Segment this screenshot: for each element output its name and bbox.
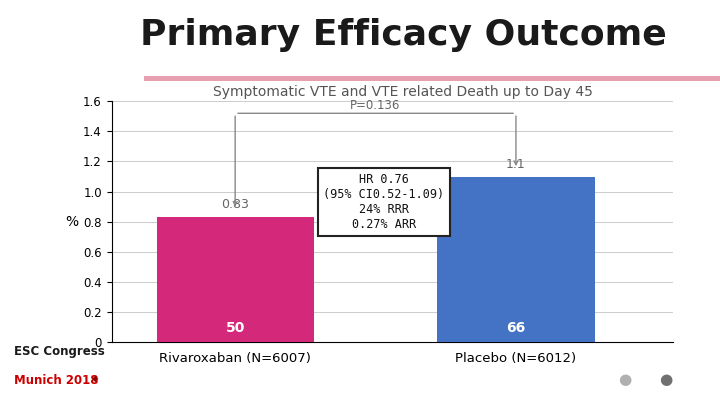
Text: ESC Congress: ESC Congress xyxy=(14,345,105,358)
Text: Primary Efficacy Outcome: Primary Efficacy Outcome xyxy=(140,18,667,52)
Text: ●: ● xyxy=(618,372,631,387)
Text: Munich 2018: Munich 2018 xyxy=(14,374,99,387)
Text: ●: ● xyxy=(660,372,672,387)
Text: 66: 66 xyxy=(506,321,526,335)
Bar xyxy=(437,177,595,342)
Text: ◆: ◆ xyxy=(92,374,99,383)
Text: 50: 50 xyxy=(225,321,245,335)
Y-axis label: %: % xyxy=(66,215,78,229)
Text: P=0.136: P=0.136 xyxy=(351,99,401,112)
Bar xyxy=(156,217,314,342)
Text: 1.1: 1.1 xyxy=(506,158,526,171)
Text: 0.83: 0.83 xyxy=(221,198,249,211)
Text: Symptomatic VTE and VTE related Death up to Day 45: Symptomatic VTE and VTE related Death up… xyxy=(213,85,593,99)
Text: HR 0.76
(95% CI0.52-1.09)
24% RRR
0.27% ARR: HR 0.76 (95% CI0.52-1.09) 24% RRR 0.27% … xyxy=(323,173,444,231)
